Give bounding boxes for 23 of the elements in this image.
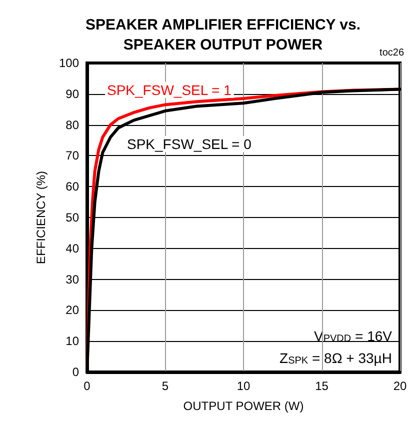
x-tick-label: 15 xyxy=(315,379,329,393)
y-tick-label: 20 xyxy=(66,303,80,318)
x-tick-label: 5 xyxy=(162,379,169,393)
y-tick-label: 60 xyxy=(66,180,80,194)
y-tick-label: 30 xyxy=(66,272,80,286)
y-tick-label: 80 xyxy=(66,118,80,132)
x-axis-title: OUTPUT POWER (W) xyxy=(183,399,304,413)
x-tick-label: 10 xyxy=(236,379,250,393)
y-tick-label: 10 xyxy=(66,334,80,348)
x-tick-label: 0 xyxy=(84,379,91,393)
text: toc26 xyxy=(380,48,404,58)
y-tick-label: 100 xyxy=(58,56,80,70)
y-tick-label: 0 xyxy=(72,365,80,379)
annotation: ZSPK = 8Ω + 33µH xyxy=(280,350,392,366)
y-tick-label: 90 xyxy=(66,86,80,101)
y-tick-label: 50 xyxy=(66,210,80,224)
series-label: SPK_FSW_SEL = 1 xyxy=(107,82,232,98)
y-axis-title: EFFICIENCY (%) xyxy=(34,170,48,264)
series-label: SPK_FSW_SEL = 0 xyxy=(127,136,252,152)
y-tick-label: 70 xyxy=(66,148,80,163)
y-tick-label: 40 xyxy=(66,241,80,256)
x-tick-label: 20 xyxy=(393,379,407,393)
chart-title: SPEAKER AMPLIFIER EFFICIENCY vs. SPEAKER OUTPUT POWER xyxy=(85,16,361,54)
